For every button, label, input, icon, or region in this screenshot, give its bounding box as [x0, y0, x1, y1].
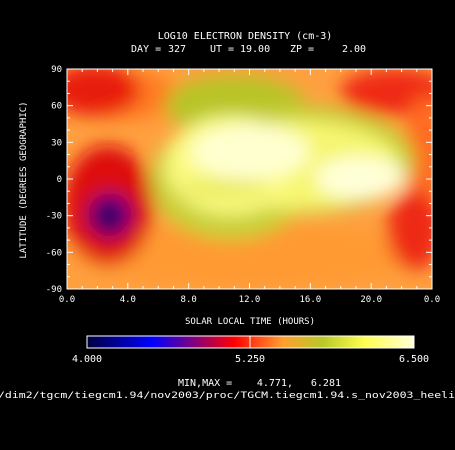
colorbar-label-max: 6.500 — [399, 354, 429, 365]
chart-title: LOG10 ELECTRON DENSITY (cm-3) — [158, 31, 333, 42]
subtitle-ut: 19.00 — [240, 44, 270, 55]
minmax-label: MIN,MAX = — [178, 378, 232, 389]
subtitle-zp: 2.00 — [342, 44, 366, 55]
colorbar-label-mid: 5.250 — [235, 354, 265, 365]
subtitle-zp-label: ZP = — [290, 44, 314, 55]
x-tick-label: 20.0 — [360, 295, 382, 305]
file-path: /dim2/tgcm/tiegcm1.94/nov2003/proc/TGCM.… — [0, 391, 455, 401]
min-value: 4.771, — [257, 378, 293, 389]
heatmap-field — [67, 69, 432, 289]
y-tick-label: -30 — [46, 212, 62, 222]
x-tick-label: 16.0 — [299, 295, 321, 305]
y-tick-label: 60 — [51, 102, 62, 112]
axis-ticks — [66, 68, 433, 290]
subtitle-day: 327 — [168, 44, 186, 55]
y-tick-label: -90 — [46, 285, 62, 295]
x-axis-label: SOLAR LOCAL TIME (HOURS) — [185, 317, 315, 327]
subtitle-ut-label: UT = — [210, 44, 234, 55]
x-tick-labels: 0.0 4.0 8.0 12.0 16.0 20.0 0.0 — [59, 295, 440, 305]
y-tick-labels: 90 60 30 0 -30 -60 -90 — [46, 65, 62, 295]
y-tick-label: -60 — [46, 248, 62, 258]
x-tick-label: 0.0 — [424, 295, 440, 305]
colorbar-label-min: 4.000 — [72, 354, 102, 365]
subtitle-day-label: DAY = — [131, 44, 161, 55]
y-tick-label: 0 — [57, 175, 62, 185]
x-tick-label: 0.0 — [59, 295, 75, 305]
y-tick-label: 90 — [51, 65, 62, 75]
x-tick-label: 12.0 — [239, 295, 261, 305]
max-value: 6.281 — [311, 378, 341, 389]
x-tick-label: 8.0 — [181, 295, 197, 305]
x-tick-label: 4.0 — [120, 295, 136, 305]
y-tick-label: 30 — [51, 138, 62, 148]
y-axis-label: LATITUDE (DEGREES GEOGRAPHIC) — [19, 101, 29, 258]
